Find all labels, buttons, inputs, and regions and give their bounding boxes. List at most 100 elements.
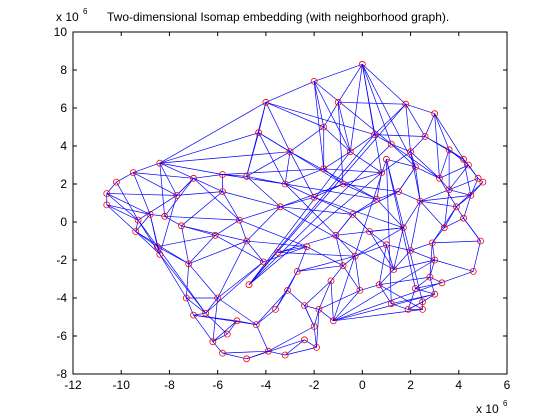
graph-edge: [217, 297, 257, 325]
neighborhood-graph-edges: [106, 63, 484, 360]
data-point: [209, 338, 217, 346]
data-point: [219, 188, 226, 196]
graph-edge: [159, 254, 206, 314]
graph-edge: [313, 196, 353, 215]
graph-edge: [157, 234, 216, 248]
graph-edge: [227, 320, 238, 335]
data-point: [445, 146, 453, 154]
data-point: [339, 180, 347, 188]
data-point: [411, 285, 419, 292]
data-point: [132, 228, 140, 235]
data-point: [235, 216, 243, 224]
graph-edge: [188, 240, 247, 265]
data-point: [407, 148, 414, 156]
data-point: [370, 131, 378, 139]
graph-edge: [268, 326, 315, 352]
data-point: [332, 231, 340, 239]
y-tick-label: 8: [60, 63, 67, 77]
graph-edge: [132, 172, 151, 215]
graph-edge: [188, 235, 216, 265]
graph-edge: [246, 339, 305, 360]
data-point: [469, 267, 477, 275]
graph-edge: [362, 64, 406, 105]
embedding-points: [103, 60, 487, 363]
graph-edge: [205, 261, 264, 314]
graph-edge: [135, 220, 139, 232]
graph-edge: [246, 102, 267, 177]
data-point: [383, 155, 390, 163]
data-point: [233, 317, 241, 325]
y-exponent-power: 6: [83, 7, 88, 16]
graph-edge: [159, 254, 187, 299]
graph-edge: [386, 159, 416, 289]
data-point: [334, 98, 342, 106]
graph-edge: [398, 191, 421, 202]
graph-edge: [164, 215, 240, 221]
data-point: [262, 98, 270, 106]
graph-edge: [289, 151, 315, 198]
graph-edge: [149, 214, 158, 247]
graph-edge: [335, 214, 353, 236]
graph-edge: [222, 191, 240, 221]
graph-edge: [284, 151, 291, 185]
graph-edge: [137, 219, 161, 255]
data-point: [134, 216, 142, 224]
graph-edge: [265, 101, 324, 128]
data-point: [281, 351, 289, 359]
graph-edge: [176, 178, 194, 196]
graph-edge: [248, 134, 375, 285]
data-point: [303, 243, 311, 251]
graph-edge: [439, 149, 450, 179]
graph-edge: [448, 149, 469, 166]
graph-edge: [391, 143, 416, 168]
graph-edge: [186, 297, 206, 314]
graph-edge: [313, 63, 363, 82]
data-point: [272, 305, 279, 313]
data-point: [276, 203, 284, 211]
graph-edge: [265, 101, 375, 135]
graph-edge: [342, 255, 356, 266]
data-point: [214, 294, 222, 302]
graph-edge: [159, 195, 178, 255]
graph-edge: [386, 159, 392, 304]
graph-edge: [246, 176, 281, 208]
graph-edge: [378, 284, 392, 304]
graph-edge: [246, 206, 281, 242]
graph-edge: [376, 198, 404, 228]
data-point: [211, 231, 219, 239]
graph-edge: [239, 206, 281, 221]
graph-edge: [215, 219, 240, 236]
graph-edge: [405, 104, 411, 152]
graph-edge: [106, 204, 139, 221]
y-tick-label: 2: [60, 177, 67, 191]
data-point: [346, 148, 354, 156]
data-point: [399, 224, 407, 232]
graph-edge: [350, 134, 375, 152]
graph-edge: [265, 81, 315, 103]
graph-edge: [313, 196, 404, 229]
graph-edge: [285, 347, 317, 356]
graph-edge: [349, 64, 363, 152]
data-point: [351, 252, 359, 260]
graph-edge: [159, 151, 291, 164]
chart-title: Two-dimensional Isomap embedding (with n…: [107, 10, 449, 24]
graph-edge: [330, 280, 334, 321]
x-axis: -12 -10 -8 -6 -4 -2 0 2 4 6: [64, 32, 511, 392]
data-point: [301, 336, 308, 344]
graph-edge: [256, 309, 276, 325]
graph-edge: [159, 163, 165, 217]
graph-edge: [333, 159, 387, 321]
data-point: [452, 203, 460, 211]
x-tick-label: -10: [113, 378, 131, 392]
graph-edge: [215, 234, 264, 263]
graph-edge: [337, 64, 363, 103]
x-tick-label: -4: [261, 378, 272, 392]
graph-edge: [133, 162, 160, 173]
graph-edge: [318, 290, 361, 310]
y-tick-label: 4: [60, 139, 67, 153]
data-point: [431, 256, 439, 264]
data-point: [219, 171, 226, 178]
graph-edge: [217, 240, 247, 299]
graph-edge: [456, 206, 464, 219]
